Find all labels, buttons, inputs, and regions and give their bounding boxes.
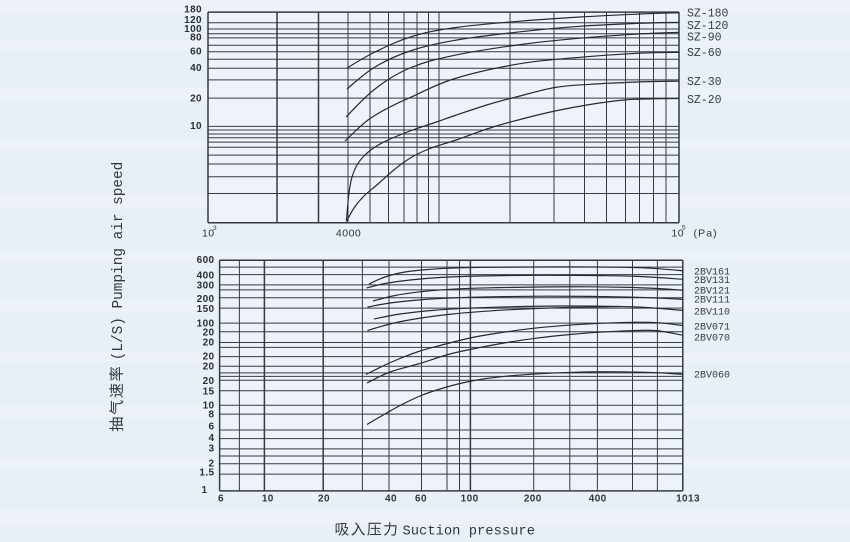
svg-text:SZ-60: SZ-60 [687, 47, 722, 60]
svg-text:10: 10 [203, 401, 215, 412]
svg-text:20: 20 [203, 376, 215, 387]
svg-text:100: 100 [197, 319, 215, 330]
svg-text:2BV110: 2BV110 [694, 308, 730, 319]
svg-text:20: 20 [203, 361, 215, 372]
svg-text:80: 80 [190, 33, 202, 44]
svg-text:200: 200 [197, 294, 215, 305]
svg-text:40: 40 [190, 63, 202, 74]
svg-text:20: 20 [203, 352, 215, 363]
svg-text:2BV060: 2BV060 [694, 371, 730, 382]
svg-text:10: 10 [262, 493, 274, 504]
svg-text:1.5: 1.5 [199, 468, 214, 479]
svg-text:60: 60 [415, 493, 427, 504]
svg-text:SZ-180: SZ-180 [687, 7, 729, 20]
svg-text:3: 3 [209, 444, 215, 455]
svg-text:SZ-120: SZ-120 [687, 20, 729, 33]
svg-text:20: 20 [318, 493, 330, 504]
svg-text:2BV071: 2BV071 [694, 323, 730, 334]
svg-text:2BV121: 2BV121 [694, 287, 730, 298]
svg-text:SZ-20: SZ-20 [687, 94, 722, 107]
svg-text:SZ-30: SZ-30 [687, 76, 722, 89]
svg-text:(Pa): (Pa) [694, 228, 718, 240]
svg-text:2BV131: 2BV131 [694, 276, 730, 287]
svg-text:40: 40 [385, 493, 397, 504]
svg-text:400: 400 [589, 493, 607, 504]
svg-text:400: 400 [197, 271, 215, 282]
svg-text:10: 10 [190, 121, 202, 132]
svg-text:120: 120 [184, 15, 202, 26]
svg-text:6: 6 [218, 493, 224, 504]
svg-text:60: 60 [190, 46, 202, 57]
svg-text:20: 20 [203, 328, 215, 339]
svg-text:100: 100 [461, 493, 479, 504]
svg-text:20: 20 [190, 93, 202, 104]
svg-text:3: 3 [213, 225, 217, 232]
svg-text:2BV070: 2BV070 [694, 334, 730, 345]
svg-text:200: 200 [524, 493, 542, 504]
svg-text:Suction pressure: Suction pressure [403, 524, 535, 540]
svg-text:10: 10 [202, 228, 214, 240]
svg-text:SZ-90: SZ-90 [687, 31, 722, 44]
svg-text:300: 300 [197, 280, 215, 291]
svg-text:20: 20 [203, 338, 215, 349]
svg-text:6: 6 [209, 422, 215, 433]
svg-text:5: 5 [682, 225, 686, 232]
svg-text:8: 8 [209, 410, 215, 421]
svg-text:150: 150 [197, 304, 215, 315]
svg-text:100: 100 [184, 24, 202, 35]
svg-text:1013: 1013 [676, 493, 700, 504]
svg-text:2: 2 [209, 459, 215, 470]
svg-text:180: 180 [184, 5, 202, 16]
svg-text:4: 4 [209, 433, 215, 444]
svg-text:2BV161: 2BV161 [694, 268, 730, 279]
svg-text:15: 15 [203, 387, 215, 398]
svg-text:2BV111: 2BV111 [694, 296, 730, 307]
svg-text:4000: 4000 [336, 228, 361, 240]
svg-text:10: 10 [672, 228, 684, 240]
svg-text:1: 1 [202, 485, 208, 496]
svg-text:600: 600 [197, 255, 215, 266]
svg-text:(L/S) Pumping air speed: (L/S) Pumping air speed [111, 162, 127, 361]
